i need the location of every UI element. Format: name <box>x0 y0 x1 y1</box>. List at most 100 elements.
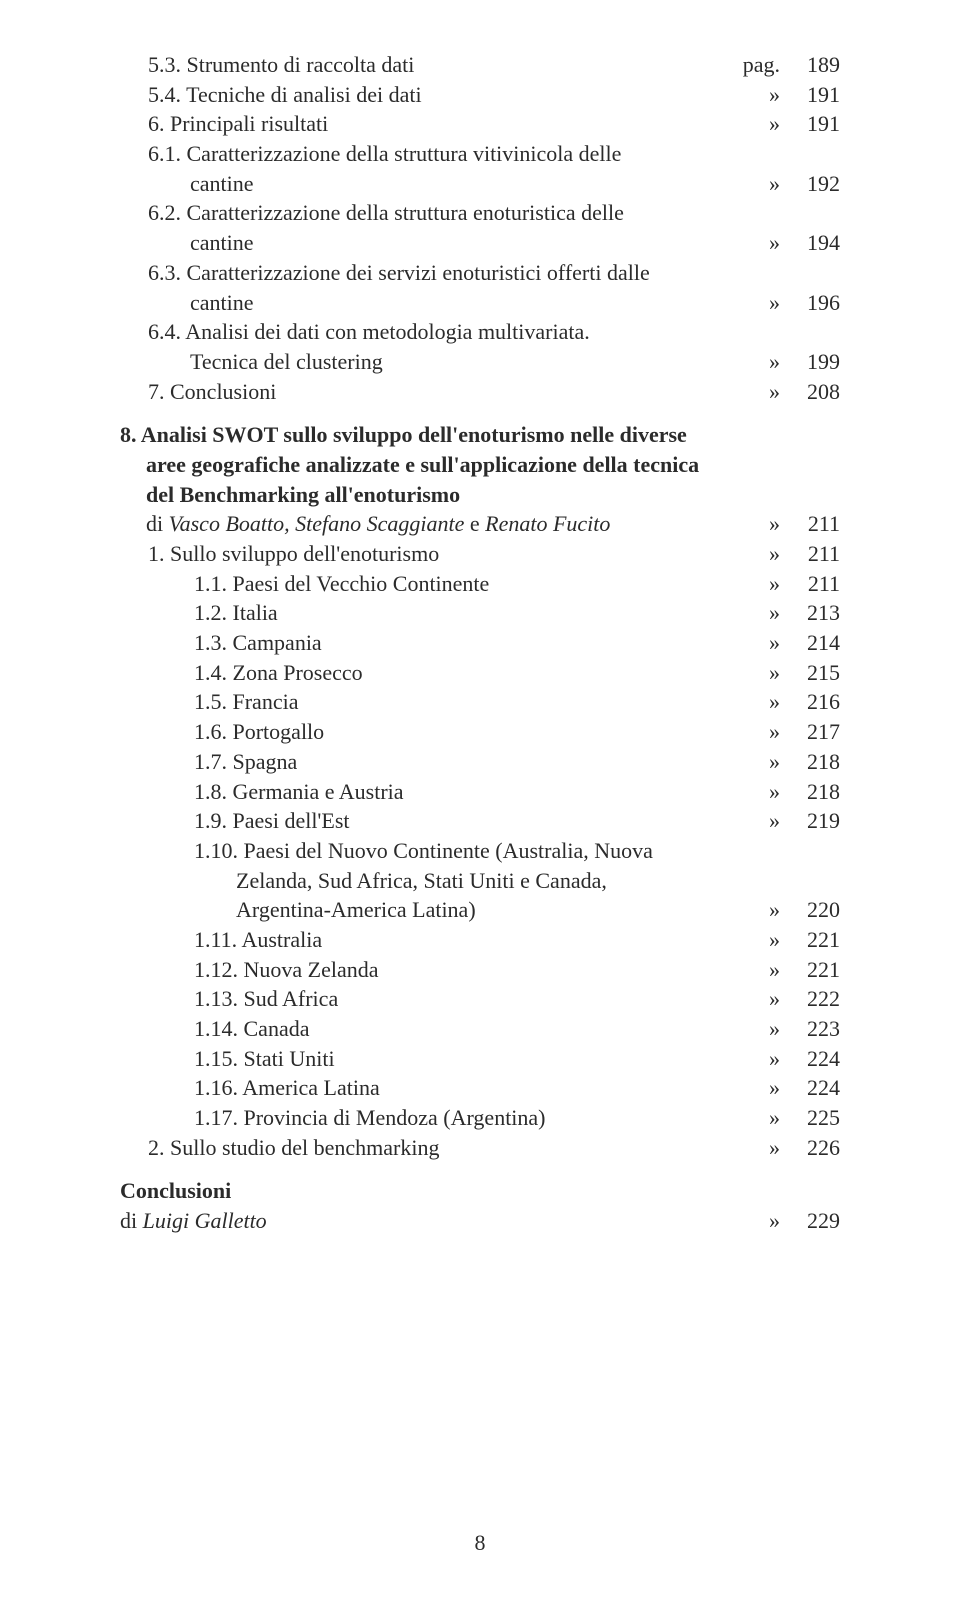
toc-mark: » <box>720 80 780 110</box>
toc-mark: » <box>720 777 780 807</box>
toc-chapter-title: Conclusioni <box>120 1176 720 1206</box>
toc-page: 211 <box>780 509 840 539</box>
toc-mark: » <box>720 1206 780 1236</box>
toc-row: 5.4. Tecniche di analisi dei dati » 191 <box>120 80 840 110</box>
toc-text: 1.2. Italia <box>120 598 720 628</box>
toc-row: 1. Sullo sviluppo dell'enoturismo » 211 <box>120 539 840 569</box>
toc-row: Argentina-America Latina) » 220 <box>120 895 840 925</box>
toc-mark: » <box>720 109 780 139</box>
toc-row: 6. Principali risultati » 191 <box>120 109 840 139</box>
toc-row: 1.14. Canada » 223 <box>120 1014 840 1044</box>
toc-text: 1. Sullo sviluppo dell'enoturismo <box>120 539 720 569</box>
toc-page: 213 <box>780 598 840 628</box>
toc-page: 225 <box>780 1103 840 1133</box>
toc-chapter-title: del Benchmarking all'enoturismo <box>120 480 720 510</box>
toc-mark: » <box>720 806 780 836</box>
toc-mark: » <box>720 1133 780 1163</box>
toc-row: cantine » 196 <box>120 288 840 318</box>
toc-row: 2. Sullo studio del benchmarking » 226 <box>120 1133 840 1163</box>
toc-text: 5.4. Tecniche di analisi dei dati <box>120 80 720 110</box>
toc-mark: » <box>720 347 780 377</box>
page-number: 8 <box>0 1528 960 1558</box>
toc-mark: » <box>720 228 780 258</box>
toc-row: 1.6. Portogallo » 217 <box>120 717 840 747</box>
toc-mark: » <box>720 895 780 925</box>
toc-text: 1.1. Paesi del Vecchio Continente <box>120 569 720 599</box>
toc-text: 7. Conclusioni <box>120 377 720 407</box>
toc-text: 1.14. Canada <box>120 1014 720 1044</box>
toc-mark: pag. <box>720 50 780 80</box>
toc-chapter-title: aree geografiche analizzate e sull'appli… <box>120 450 720 480</box>
toc-mark: » <box>720 539 780 569</box>
toc-text: cantine <box>120 288 720 318</box>
toc-text: 1.9. Paesi dell'Est <box>120 806 720 836</box>
toc-page: 196 <box>780 288 840 318</box>
toc-page: 221 <box>780 925 840 955</box>
toc-text: 6.3. Caratterizzazione dei servizi enotu… <box>120 258 720 288</box>
toc-page: 229 <box>780 1206 840 1236</box>
toc-page: 191 <box>780 80 840 110</box>
author-name: Vasco Boatto, Stefano Scaggiante <box>169 511 465 536</box>
toc-row: 1.2. Italia » 213 <box>120 598 840 628</box>
toc-row: 7. Conclusioni » 208 <box>120 377 840 407</box>
toc-row: cantine » 194 <box>120 228 840 258</box>
toc-page: 222 <box>780 984 840 1014</box>
toc-chapter-row: del Benchmarking all'enoturismo <box>120 480 840 510</box>
toc-text: Zelanda, Sud Africa, Stati Uniti e Canad… <box>120 866 720 896</box>
toc-row: 1.8. Germania e Austria » 218 <box>120 777 840 807</box>
toc-row: 6.1. Caratterizzazione della struttura v… <box>120 139 840 169</box>
toc-mark: » <box>720 658 780 688</box>
toc-page: 189 <box>780 50 840 80</box>
toc-row: 1.4. Zona Prosecco » 215 <box>120 658 840 688</box>
toc-text: 1.16. America Latina <box>120 1073 720 1103</box>
toc-chapter-row: Conclusioni <box>120 1176 840 1206</box>
toc-mark: » <box>720 169 780 199</box>
toc-text: Argentina-America Latina) <box>120 895 720 925</box>
toc-text: 1.10. Paesi del Nuovo Continente (Austra… <box>120 836 720 866</box>
toc-page: 216 <box>780 687 840 717</box>
toc-text: 6. Principali risultati <box>120 109 720 139</box>
toc-text: 6.1. Caratterizzazione della struttura v… <box>120 139 720 169</box>
toc-row: 1.1. Paesi del Vecchio Continente » 211 <box>120 569 840 599</box>
toc-row: 1.10. Paesi del Nuovo Continente (Austra… <box>120 836 840 866</box>
toc-mark: » <box>720 288 780 318</box>
toc-page: 218 <box>780 747 840 777</box>
toc-mark: » <box>720 984 780 1014</box>
toc-row: 1.17. Provincia di Mendoza (Argentina) »… <box>120 1103 840 1133</box>
spacer <box>120 406 840 420</box>
toc-row: Zelanda, Sud Africa, Stati Uniti e Canad… <box>120 866 840 896</box>
toc-mark: » <box>720 377 780 407</box>
toc-text: 1.6. Portogallo <box>120 717 720 747</box>
author-prefix: di <box>146 511 169 536</box>
author-name: Luigi Galletto <box>143 1208 267 1233</box>
toc-mark: » <box>720 955 780 985</box>
toc-page: 211 <box>780 569 840 599</box>
toc-text: 1.17. Provincia di Mendoza (Argentina) <box>120 1103 720 1133</box>
toc-page: 194 <box>780 228 840 258</box>
toc-text: cantine <box>120 169 720 199</box>
toc-row: 1.9. Paesi dell'Est » 219 <box>120 806 840 836</box>
toc-row: 6.4. Analisi dei dati con metodologia mu… <box>120 317 840 347</box>
toc-row: 5.3. Strumento di raccolta dati pag. 189 <box>120 50 840 80</box>
toc-page: 211 <box>780 539 840 569</box>
toc-mark: » <box>720 598 780 628</box>
toc-page: 224 <box>780 1073 840 1103</box>
toc-text: 1.8. Germania e Austria <box>120 777 720 807</box>
toc-text: 1.12. Nuova Zelanda <box>120 955 720 985</box>
toc-mark: » <box>720 569 780 599</box>
toc-page: 223 <box>780 1014 840 1044</box>
toc-row: 1.15. Stati Uniti » 224 <box>120 1044 840 1074</box>
toc-mark: » <box>720 1044 780 1074</box>
toc-page: 215 <box>780 658 840 688</box>
toc-chapter-row: di Luigi Galletto » 229 <box>120 1206 840 1236</box>
toc-chapter-title: 8. Analisi SWOT sullo sviluppo dell'enot… <box>120 420 720 450</box>
toc-row: cantine » 192 <box>120 169 840 199</box>
toc-mark: » <box>720 509 780 539</box>
toc-chapter-row: di Vasco Boatto, Stefano Scaggiante e Re… <box>120 509 840 539</box>
toc-text: 2. Sullo studio del benchmarking <box>120 1133 720 1163</box>
toc-mark: » <box>720 1103 780 1133</box>
page-container: 5.3. Strumento di raccolta dati pag. 189… <box>0 0 960 1600</box>
author-prefix: di <box>120 1208 143 1233</box>
toc-text: 5.3. Strumento di raccolta dati <box>120 50 720 80</box>
toc-row: 1.3. Campania » 214 <box>120 628 840 658</box>
